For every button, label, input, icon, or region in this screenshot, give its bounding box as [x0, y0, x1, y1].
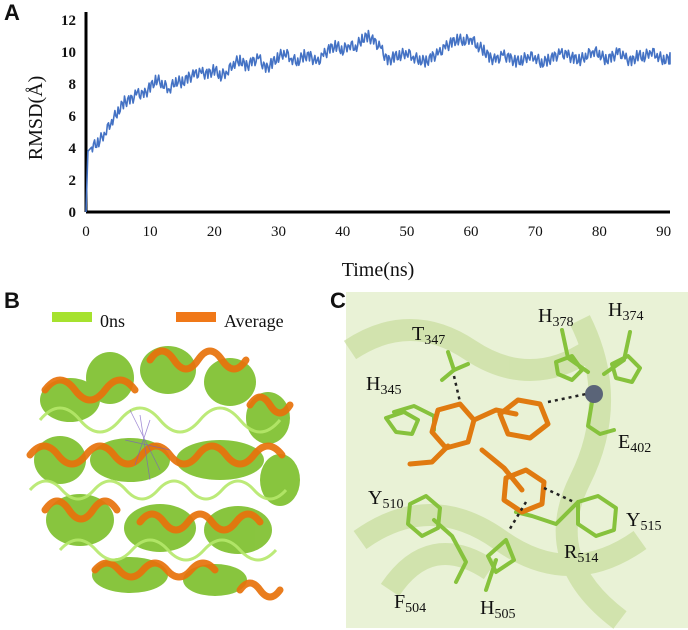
residue-label-h378: H378 [538, 305, 573, 330]
x-tick-label: 10 [143, 224, 158, 240]
residue-label-y515: Y515 [626, 509, 661, 534]
residue-label-e402: E402 [618, 431, 651, 456]
y-tick-label: 0 [69, 205, 77, 221]
ribbon-structure [26, 346, 300, 601]
legend-label-average: Average [224, 311, 284, 331]
panel-c-label: C [330, 288, 346, 313]
residue-label-f504: F504 [394, 591, 426, 616]
panel-a-label: A [4, 0, 20, 25]
x-tick-label: 30 [271, 224, 286, 240]
residue-sticks [384, 328, 642, 592]
x-tick-label: 90 [656, 224, 671, 240]
x-tick-label: 70 [528, 224, 543, 240]
hydrogen-bonds [452, 375, 587, 533]
rmsd-chart: 0 10 20 30 40 50 60 70 80 90 0 2 4 6 8 10 12 Time(ns) RM… [25, 12, 671, 281]
y-tick-label: 12 [61, 13, 76, 29]
x-tick-label: 40 [335, 224, 350, 240]
x-tick-label: 20 [207, 224, 222, 240]
residue-label-y510: Y510 [368, 487, 403, 512]
residue-label-h345: H345 [366, 373, 401, 398]
y-axis-label: RMSD(Å) [25, 76, 47, 160]
y-tick-label: 4 [69, 141, 77, 157]
y-tick-label: 8 [69, 77, 77, 93]
y-tick-label: 10 [61, 45, 76, 61]
chart-axes [84, 12, 670, 214]
background-ribbons [343, 315, 647, 629]
chart-ticks: 0 10 20 30 40 50 60 70 80 90 0 2 4 6 8 10 12 [61, 13, 671, 240]
ligand-sticks [407, 397, 551, 515]
residue-label-r514: R514 [564, 541, 598, 566]
residue-label-t347: T347 [412, 323, 445, 348]
panel-b-label: B [4, 288, 20, 313]
y-tick-label: 6 [69, 109, 77, 125]
metal-ion [585, 385, 603, 403]
y-tick-label: 2 [69, 173, 77, 189]
x-axis-label: Time(ns) [342, 259, 415, 281]
x-tick-label: 80 [592, 224, 607, 240]
x-tick-label: 50 [399, 224, 414, 240]
rmsd-series-line [85, 29, 671, 213]
legend-swatch-average [176, 312, 216, 322]
x-tick-label: 60 [464, 224, 479, 240]
binding-site-image: T347 H345 H378 H374 E402 Y510 Y515 R514 … [343, 292, 688, 629]
x-tick-label: 0 [82, 224, 90, 240]
protein-superposition-image: 0ns Average [26, 311, 300, 601]
residue-label-h374: H374 [608, 299, 643, 324]
residue-label-h505: H505 [480, 597, 515, 622]
legend-label-0ns: 0ns [100, 311, 125, 331]
legend-swatch-0ns [52, 312, 92, 322]
